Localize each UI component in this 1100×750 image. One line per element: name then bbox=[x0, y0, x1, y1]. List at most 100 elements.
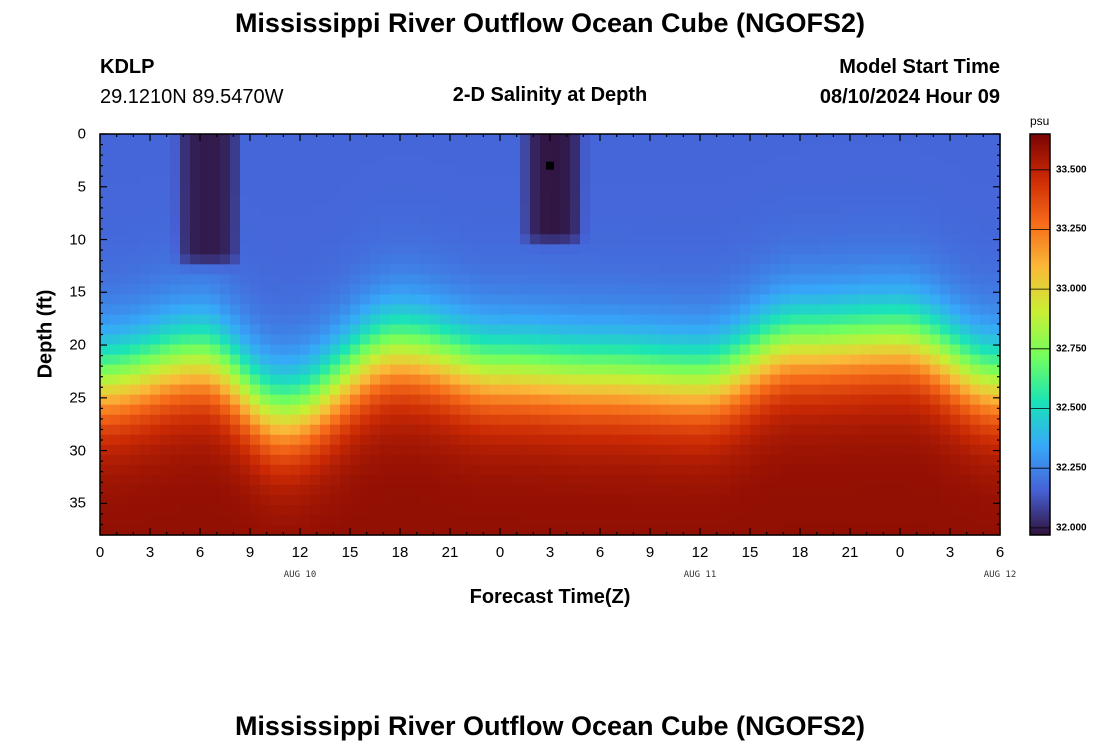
heatmap-cell bbox=[500, 354, 511, 366]
heatmap-cell bbox=[610, 224, 621, 235]
heatmap-cell bbox=[750, 334, 761, 346]
heatmap-cell bbox=[850, 174, 861, 185]
heatmap-cell bbox=[970, 224, 981, 235]
heatmap-cell bbox=[740, 204, 751, 215]
heatmap-cell bbox=[540, 164, 551, 175]
heatmap-cell bbox=[170, 284, 181, 296]
heatmap-cell bbox=[610, 304, 621, 316]
heatmap-cell bbox=[510, 364, 521, 376]
heatmap-cell bbox=[670, 514, 681, 526]
heatmap-cell bbox=[200, 284, 211, 296]
heatmap-cell bbox=[830, 144, 841, 155]
heatmap-cell bbox=[290, 354, 301, 366]
heatmap-cell bbox=[150, 474, 161, 486]
heatmap-cell bbox=[840, 244, 851, 255]
heatmap-cell bbox=[210, 134, 221, 145]
heatmap-cell bbox=[670, 184, 681, 195]
heatmap-cell bbox=[660, 274, 671, 285]
heatmap-cell bbox=[880, 524, 891, 536]
heatmap-cell bbox=[740, 144, 751, 155]
heatmap-cell bbox=[440, 514, 451, 526]
heatmap-cell bbox=[360, 134, 371, 145]
heatmap-cell bbox=[850, 224, 861, 235]
heatmap-cell bbox=[440, 464, 451, 476]
heatmap-cell bbox=[520, 434, 531, 446]
heatmap-cell bbox=[920, 134, 931, 145]
heatmap-cell bbox=[350, 374, 361, 386]
heatmap-cell bbox=[340, 434, 351, 446]
heatmap-cell bbox=[770, 244, 781, 255]
heatmap-cell bbox=[210, 144, 221, 155]
heatmap-cell bbox=[580, 284, 591, 296]
heatmap-cell bbox=[800, 504, 811, 516]
heatmap-cell bbox=[250, 164, 261, 175]
heatmap-cell bbox=[510, 394, 521, 406]
heatmap-cell bbox=[500, 484, 511, 496]
heatmap-cell bbox=[240, 504, 251, 516]
heatmap-cell bbox=[720, 464, 731, 476]
heatmap-cell bbox=[750, 164, 761, 175]
heatmap-cell bbox=[660, 164, 671, 175]
heatmap-cell bbox=[550, 144, 561, 155]
heatmap-cell bbox=[750, 384, 761, 396]
heatmap-cell bbox=[790, 334, 801, 346]
heatmap-cell bbox=[940, 204, 951, 215]
heatmap-cell bbox=[190, 514, 201, 526]
heatmap-cell bbox=[890, 524, 901, 536]
heatmap-cell bbox=[540, 274, 551, 285]
heatmap-cell bbox=[810, 134, 821, 145]
heatmap-cell bbox=[290, 334, 301, 346]
heatmap-cell bbox=[530, 464, 541, 476]
heatmap-cell bbox=[480, 314, 491, 326]
heatmap-cell bbox=[440, 344, 451, 356]
heatmap-cell bbox=[250, 524, 261, 536]
heatmap-cell bbox=[430, 334, 441, 346]
heatmap-cell bbox=[900, 144, 911, 155]
heatmap-cell bbox=[700, 274, 711, 285]
heatmap-cell bbox=[130, 224, 141, 235]
heatmap-cell bbox=[680, 494, 691, 506]
heatmap-cell bbox=[230, 284, 241, 296]
heatmap-cell bbox=[750, 134, 761, 145]
heatmap-cell bbox=[370, 314, 381, 326]
heatmap-cell bbox=[730, 394, 741, 406]
heatmap-cell bbox=[910, 324, 921, 336]
heatmap-cell bbox=[730, 244, 741, 255]
heatmap-cell bbox=[740, 394, 751, 406]
heatmap-cell bbox=[960, 474, 971, 486]
heatmap-cell bbox=[810, 504, 821, 516]
heatmap-cell bbox=[350, 454, 361, 466]
heatmap-cell bbox=[320, 334, 331, 346]
heatmap-cell bbox=[830, 204, 841, 215]
heatmap-cell bbox=[840, 504, 851, 516]
heatmap-cell bbox=[740, 184, 751, 195]
heatmap-cell bbox=[440, 404, 451, 416]
heatmap-cell bbox=[270, 444, 281, 456]
heatmap-cell bbox=[870, 314, 881, 326]
heatmap-cell bbox=[890, 134, 901, 145]
heatmap-cell bbox=[730, 194, 741, 205]
heatmap-cell bbox=[570, 364, 581, 376]
heatmap-cell bbox=[450, 424, 461, 436]
heatmap-cell bbox=[990, 424, 1001, 436]
heatmap-cell bbox=[730, 174, 741, 185]
heatmap-cell bbox=[520, 314, 531, 326]
heatmap-cell bbox=[550, 184, 561, 195]
heatmap-cell bbox=[800, 264, 811, 275]
heatmap-cell bbox=[430, 494, 441, 506]
heatmap-cell bbox=[850, 244, 861, 255]
heatmap-cell bbox=[880, 394, 891, 406]
heatmap-cell bbox=[820, 394, 831, 406]
heatmap-cell bbox=[310, 514, 321, 526]
heatmap-cell bbox=[750, 344, 761, 356]
heatmap-cell bbox=[410, 264, 421, 275]
heatmap-cell bbox=[350, 414, 361, 426]
heatmap-cell bbox=[320, 384, 331, 396]
heatmap-cell bbox=[260, 174, 271, 185]
y-tick-label: 20 bbox=[69, 336, 86, 354]
heatmap-cell bbox=[610, 444, 621, 456]
heatmap-cell bbox=[150, 234, 161, 245]
heatmap-cell bbox=[370, 404, 381, 416]
heatmap-cell bbox=[580, 394, 591, 406]
heatmap-cell bbox=[710, 454, 721, 466]
